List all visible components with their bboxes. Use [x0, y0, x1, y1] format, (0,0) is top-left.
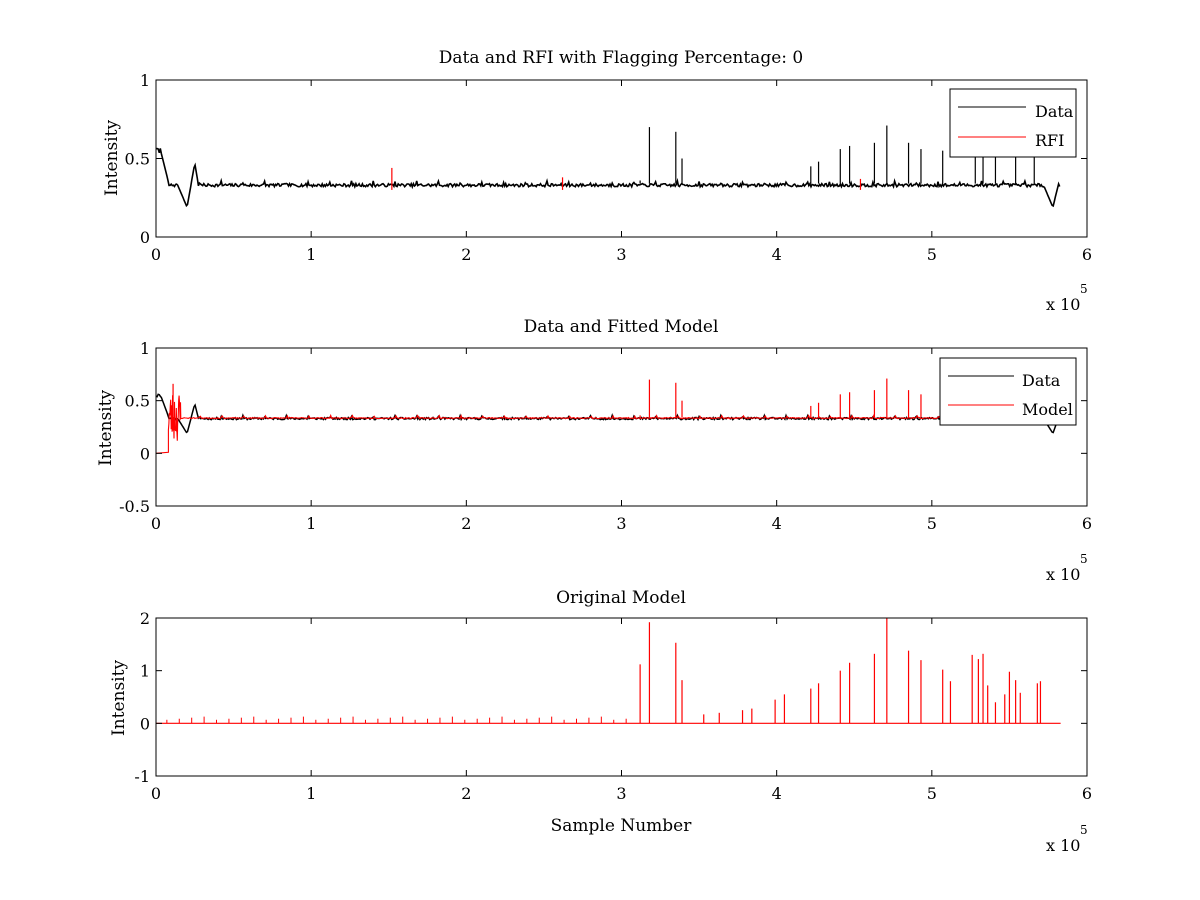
panel-2-legend-data-label: Data — [1022, 371, 1061, 390]
panel-2-x-exponent: 5 — [1080, 552, 1088, 566]
y-tick-label: 0.5 — [125, 150, 150, 169]
y-tick-label: 0.5 — [125, 392, 150, 411]
y-tick-label: 1 — [140, 339, 150, 358]
x-tick-label: 0 — [151, 784, 161, 803]
x-tick-label: 6 — [1082, 245, 1092, 264]
panel-3-xlabel: Sample Number — [551, 816, 693, 836]
panel-2-ylabel: Intensity — [96, 390, 116, 466]
x-tick-label: 3 — [616, 514, 626, 533]
panel-1-ticks: 0 1 2 3 4 5 6 0 0.5 1 — [125, 71, 1093, 264]
x-tick-label: 5 — [927, 245, 937, 264]
panel-1-legend-box — [949, 88, 1077, 158]
x-tick-label: 3 — [616, 245, 626, 264]
x-tick-label: 1 — [306, 245, 316, 264]
series-model-line — [155, 395, 1061, 454]
panel-2-legend: Data Model — [939, 357, 1077, 426]
panel-2-x-exponent-prefix: x 10 — [1046, 565, 1080, 584]
x-tick-label: 5 — [927, 784, 937, 803]
x-tick-label: 2 — [461, 245, 471, 264]
x-tick-label: 6 — [1082, 514, 1092, 533]
panel-2-legend-box — [939, 357, 1077, 426]
panel-3-title: Original Model — [556, 588, 686, 608]
y-tick-label: -1 — [134, 767, 150, 786]
panel-1-legend: Data RFI — [949, 88, 1077, 158]
panel-2: Data and Fitted Model Intensity 0 1 2 3 4 5 6 -… — [96, 317, 1092, 584]
x-tick-label: 5 — [927, 514, 937, 533]
panel-3-x-exponent: 5 — [1080, 823, 1088, 837]
x-tick-label: 2 — [461, 784, 471, 803]
panel-1-plot-area — [155, 125, 1061, 208]
panel-3-ylabel: Intensity — [109, 660, 129, 736]
panel-1: Data and RFI with Flagging Percentage: 0… — [102, 48, 1092, 314]
panel-3-x-exponent-prefix: x 10 — [1046, 836, 1080, 855]
x-tick-label: 1 — [306, 784, 316, 803]
panel-1-x-exponent: 5 — [1080, 282, 1088, 296]
panel-2-title: Data and Fitted Model — [524, 317, 719, 337]
x-tick-label: 4 — [772, 514, 782, 533]
panel-1-axes-box — [155, 79, 1088, 238]
y-tick-label: 1 — [140, 71, 150, 90]
panel-1-x-exponent-prefix: x 10 — [1046, 295, 1080, 314]
panel-3-axes-box — [155, 617, 1088, 777]
panel-1-ylabel: Intensity — [102, 120, 122, 196]
x-tick-label: 4 — [772, 784, 782, 803]
y-tick-label: 0 — [140, 444, 150, 463]
panel-2-legend-model-label: Model — [1022, 400, 1073, 419]
series-data-line — [155, 393, 1060, 434]
panel-2-axes-box — [155, 347, 1088, 507]
x-tick-label: 3 — [616, 784, 626, 803]
y-tick-label: 0 — [140, 714, 150, 733]
y-tick-label: 2 — [140, 609, 150, 628]
y-tick-label: -0.5 — [119, 497, 150, 516]
y-tick-label: 0 — [140, 228, 150, 247]
x-tick-label: 6 — [1082, 784, 1092, 803]
panel-3-plot-area — [156, 618, 1061, 724]
panel-1-legend-rfi-label: RFI — [1035, 131, 1064, 150]
panel-2-ticks: 0 1 2 3 4 5 6-0.500.51 — [119, 339, 1092, 533]
x-tick-label: 1 — [306, 514, 316, 533]
x-tick-label: 2 — [461, 514, 471, 533]
x-tick-label: 0 — [151, 245, 161, 264]
series-data-line — [155, 147, 1061, 208]
y-tick-label: 1 — [140, 662, 150, 681]
x-tick-label: 4 — [772, 245, 782, 264]
panel-1-title: Data and RFI with Flagging Percentage: 0 — [439, 48, 803, 68]
panel-1-legend-data-label: Data — [1035, 102, 1074, 121]
x-tick-label: 0 — [151, 514, 161, 533]
